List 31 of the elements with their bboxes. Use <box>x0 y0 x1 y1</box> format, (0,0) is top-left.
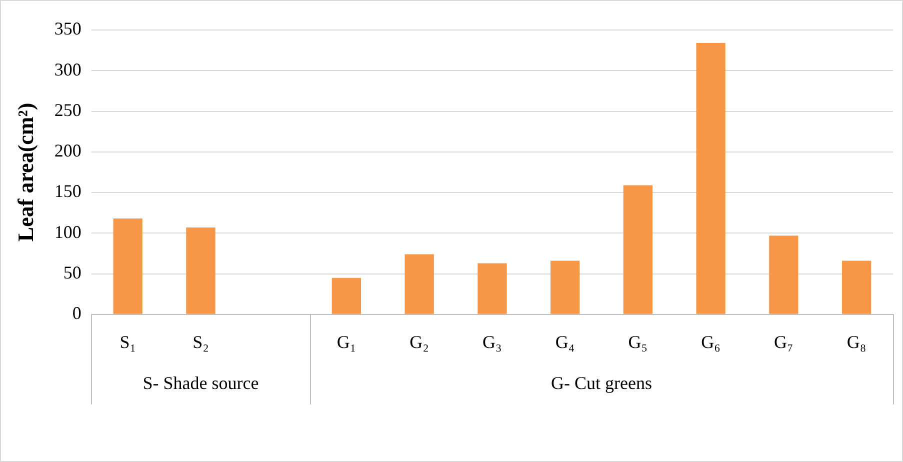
x-tick-label: G₆ <box>701 332 720 352</box>
x-tick-label: G₅ <box>628 332 648 352</box>
bar <box>842 260 872 314</box>
y-tick-label: 250 <box>54 100 82 120</box>
bar <box>113 218 142 314</box>
bar <box>332 278 362 314</box>
bar <box>623 185 653 314</box>
y-tick-label: 300 <box>54 59 82 80</box>
y-tick-label: 150 <box>54 181 82 202</box>
bar <box>696 43 726 314</box>
y-tick-label: 200 <box>54 140 82 161</box>
text: G- Cut greens <box>551 373 652 394</box>
x-tick-label: G₇ <box>774 332 794 352</box>
y-tick-label: 100 <box>54 222 82 242</box>
y-tick-label: 350 <box>54 18 82 39</box>
x-tick-label: S₁ <box>120 332 136 352</box>
bar <box>550 260 580 314</box>
y-axis-title: Leaf area(cm²) <box>12 102 38 242</box>
y-tick-label: 0 <box>72 303 82 324</box>
x-tick-label: G₃ <box>482 332 502 352</box>
bar <box>478 263 507 314</box>
x-tick-label: G₈ <box>846 332 866 352</box>
x-tick-label: S₂ <box>192 332 209 352</box>
bar <box>186 227 216 314</box>
y-tick-label: 50 <box>63 262 82 283</box>
x-tick-label: G₄ <box>555 332 575 352</box>
x-tick-label: G₁ <box>336 332 356 352</box>
text: S- Shade source <box>142 373 259 394</box>
bar <box>769 236 798 314</box>
bar <box>404 254 434 314</box>
x-tick-label: G₂ <box>410 332 429 352</box>
